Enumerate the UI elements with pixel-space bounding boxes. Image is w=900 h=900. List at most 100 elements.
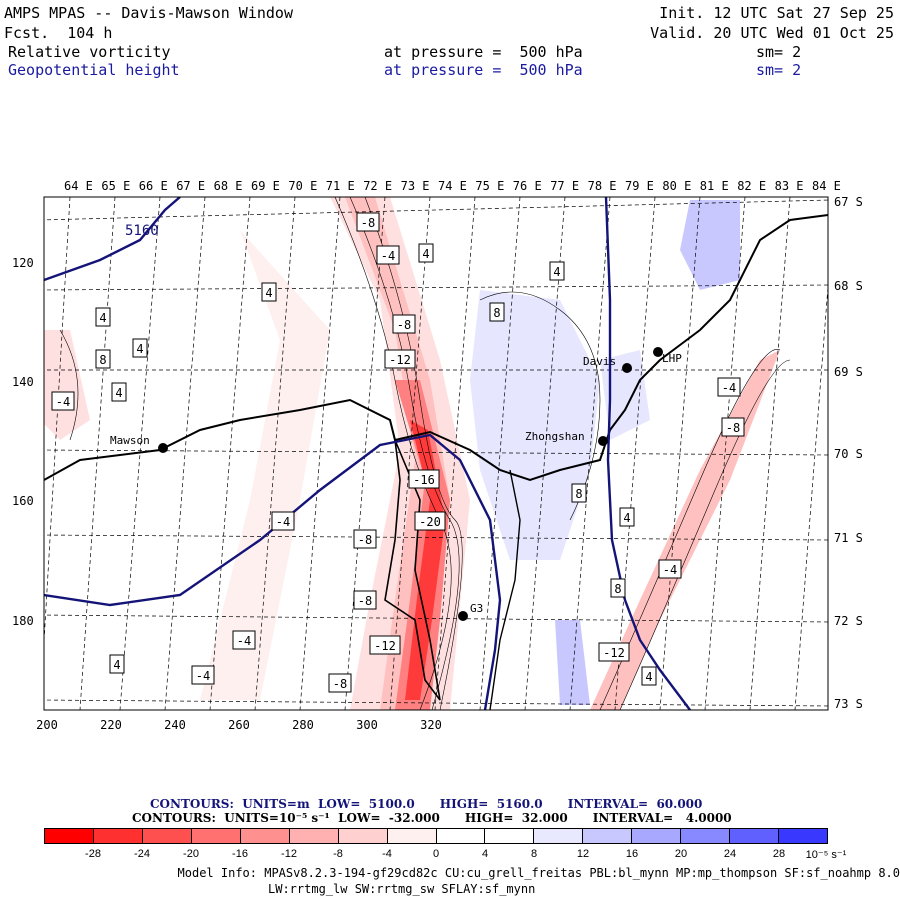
lon-label: 68 E bbox=[214, 179, 243, 193]
legend: CONTOURS: UNITS=m LOW= 5100.0 HIGH= 5160… bbox=[0, 795, 900, 900]
grid-x-label: 320 bbox=[420, 718, 442, 732]
vorticity-label-box bbox=[610, 578, 626, 598]
vorticity-label-box bbox=[353, 529, 377, 549]
lon-label: 81 E bbox=[700, 179, 729, 193]
colorbar-label: -8 bbox=[333, 848, 343, 860]
vorticity-positive-area bbox=[470, 290, 600, 560]
vorticity-label: -8 bbox=[397, 318, 411, 332]
vorticity-label-box bbox=[111, 382, 127, 402]
grid-x-label: 260 bbox=[228, 718, 250, 732]
vorticity-label-box bbox=[109, 654, 125, 674]
lon-label: 67 E bbox=[176, 179, 205, 193]
model-title: AMPS MPAS -- Davis-Mawson Window bbox=[4, 4, 293, 22]
vorticity-label-box bbox=[51, 391, 75, 411]
lon-label: 83 E bbox=[775, 179, 804, 193]
vorticity-label: 4 bbox=[265, 286, 272, 300]
height-contour-info: CONTOURS: UNITS=m LOW= 5100.0 HIGH= 5160… bbox=[150, 797, 703, 811]
lon-label: 71 E bbox=[326, 179, 355, 193]
lat-label: 71 S bbox=[834, 531, 863, 545]
grid-x-label: 300 bbox=[356, 718, 378, 732]
model-info-2: LW:rrtmg_lw SW:rrtmg_sw SFLAY:sf_mynn bbox=[268, 882, 536, 896]
lon-label: 77 E bbox=[550, 179, 579, 193]
vorticity-label-box bbox=[261, 282, 277, 302]
ice-shelf-outline bbox=[489, 469, 521, 710]
vorticity-label: -8 bbox=[361, 216, 375, 230]
lon-labels: 64 E 65 E 66 E 67 E 68 E 69 E 70 E 71 E 72 E 73 E… bbox=[64, 179, 841, 193]
colorbar-swatch bbox=[338, 829, 388, 843]
lon-label: 70 E bbox=[288, 179, 317, 193]
colorbar-swatch bbox=[142, 829, 192, 843]
field2-name: Geopotential height bbox=[8, 61, 180, 79]
field1-level: at pressure = 500 hPa bbox=[384, 43, 583, 61]
vorticity-label-box bbox=[549, 261, 565, 281]
colorbar-swatch bbox=[485, 829, 535, 843]
grid-y-labels: 120 140 160 180 bbox=[12, 256, 34, 628]
vorticity-negative-core bbox=[395, 380, 450, 710]
vorticity-label: 8 bbox=[493, 306, 500, 320]
vorticity-label-box bbox=[384, 349, 416, 369]
lat-label: 72 S bbox=[834, 614, 863, 628]
station-marker bbox=[622, 363, 632, 373]
colorbar-label: -24 bbox=[134, 848, 150, 860]
vorticity-label: -8 bbox=[358, 594, 372, 608]
vorticity-label: 8 bbox=[575, 487, 582, 501]
field1-smooth: sm= 2 bbox=[756, 43, 802, 61]
grid-x-labels: 200 220 240 260 280 300 320 bbox=[36, 718, 442, 732]
vorticity-label: 4 bbox=[645, 670, 652, 684]
plot-frame bbox=[43, 196, 829, 711]
vorticity-contour-info: CONTOURS: UNITS=10⁻⁵ s⁻¹ LOW= -32.000 HI… bbox=[132, 811, 732, 825]
vorticity-label-box bbox=[132, 338, 148, 358]
grid-x-label: 240 bbox=[164, 718, 186, 732]
vorticity-label: -16 bbox=[413, 473, 435, 487]
vorticity-label-box bbox=[392, 314, 416, 334]
vorticity-label: -4 bbox=[722, 381, 736, 395]
field2-level: at pressure = 500 hPa bbox=[384, 61, 583, 79]
lon-label: 80 E bbox=[662, 179, 691, 193]
header: AMPS MPAS -- Davis-Mawson Window Init. 1… bbox=[0, 0, 900, 90]
vorticity-label: -4 bbox=[663, 563, 677, 577]
station-label: G3 bbox=[470, 602, 483, 615]
vorticity-label-box bbox=[376, 245, 400, 265]
vorticity-label-box bbox=[369, 635, 401, 655]
coastline bbox=[44, 214, 828, 482]
vorticity-label: 8 bbox=[614, 582, 621, 596]
lon-label: 79 E bbox=[625, 179, 654, 193]
lon-label: 65 E bbox=[101, 179, 130, 193]
lat-labels: 67 S 68 S 69 S 70 S 71 S 72 S 73 S bbox=[834, 195, 863, 711]
vorticity-label-box bbox=[414, 511, 446, 531]
vorticity-label-box bbox=[717, 377, 741, 397]
colorbar-label: 12 bbox=[576, 848, 590, 860]
lon-label: 64 E bbox=[64, 179, 93, 193]
vorticity-label: 4 bbox=[422, 247, 429, 261]
colorbar-swatch bbox=[240, 829, 290, 843]
vorticity-label: -8 bbox=[358, 533, 372, 547]
vorticity-label-box bbox=[95, 349, 111, 369]
lon-label: 78 E bbox=[588, 179, 617, 193]
colorbar-swatch bbox=[191, 829, 241, 843]
station-label: Davis bbox=[583, 355, 616, 368]
vorticity-label: -4 bbox=[196, 669, 210, 683]
colorbar-swatch bbox=[583, 829, 633, 843]
colorbar bbox=[44, 828, 828, 844]
vorticity-label-box bbox=[641, 666, 657, 686]
lat-label: 69 S bbox=[834, 365, 863, 379]
colorbar-swatch bbox=[387, 829, 437, 843]
colorbar-swatch bbox=[730, 829, 780, 843]
station-marker bbox=[598, 436, 608, 446]
vorticity-label: -8 bbox=[333, 677, 347, 691]
grid-x-label: 280 bbox=[292, 718, 314, 732]
vorticity-label: -12 bbox=[374, 639, 396, 653]
forecast-hour: Fcst. 104 h bbox=[4, 24, 113, 42]
vorticity-positive-area bbox=[600, 350, 650, 440]
vorticity-label: 4 bbox=[113, 658, 120, 672]
colorbar-swatch bbox=[681, 829, 731, 843]
vorticity-negative-band bbox=[200, 230, 330, 700]
station-label: Mawson bbox=[110, 434, 150, 447]
vorticity-label-group: -8 -4 4 4 -8 -12 8 4 -4 -16 -20 -4 -8 -8 -12 -4 -4 -8 4 8 4 4… bbox=[51, 212, 745, 693]
colorbar-label: -28 bbox=[85, 848, 101, 860]
vorticity-label-box bbox=[721, 417, 745, 437]
vorticity-label: -20 bbox=[419, 515, 441, 529]
vorticity-label: -4 bbox=[276, 515, 290, 529]
lat-label: 73 S bbox=[834, 697, 863, 711]
